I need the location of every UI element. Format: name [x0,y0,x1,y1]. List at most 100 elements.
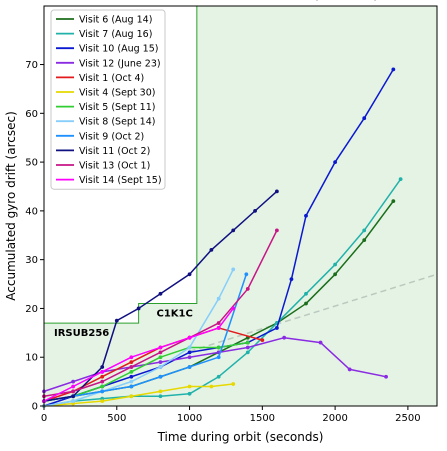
legend-label: Visit 14 (Sept 15) [79,175,162,186]
y-tick-label: 0 [32,402,38,413]
region-label-3: UVIS (full frame) [284,0,378,2]
data-point [129,369,134,374]
chart-axes: 0 500 1000 1500 2000 2500 0 10 20 30 40 50 60 70 [25,60,420,424]
data-point [231,228,236,233]
data-point [100,374,105,379]
data-point [289,277,294,282]
legend-label: Visit 10 (Aug 15) [79,44,158,55]
x-tick-label: 0 [41,413,47,424]
data-point [391,199,396,204]
data-point [158,360,163,364]
legend-label: Visit 7 (Aug 16) [79,29,152,40]
series-12 [42,306,236,404]
data-point [187,384,192,389]
legend-label: Visit 13 (Oct 1) [79,161,150,172]
data-point [100,384,105,389]
data-point [100,389,105,394]
data-point [158,350,163,355]
data-point [158,389,163,394]
data-point [158,355,163,360]
data-point [100,369,105,374]
data-point [274,326,279,330]
legend-label: Visit 1 (Oct 4) [79,73,144,84]
data-point [347,367,352,372]
data-point [187,350,192,355]
data-point [245,350,250,355]
data-point [216,374,221,379]
legend-entry-11: Visit 13 (Oct 1) [56,161,150,172]
data-point [187,335,192,340]
y-tick-label: 10 [25,353,38,364]
data-point [216,326,221,330]
data-point [318,340,323,345]
data-point [187,365,192,369]
plot-frame [43,5,438,407]
legend-label: Visit 8 (Sept 14) [79,117,155,128]
legend-label: Visit 4 (Sept 30) [79,88,155,99]
y-tick-label: 30 [25,255,38,266]
data-point [187,272,192,277]
data-point [245,345,250,350]
y-tick-label: 20 [25,304,38,315]
data-point [391,67,396,72]
data-point [71,399,76,404]
data-point [216,321,221,325]
data-point [304,213,308,218]
trend-line [189,273,438,353]
x-tick-label: 1000 [177,413,202,424]
region-label-1: IRSUB256 [54,328,109,339]
y-axis-label: Accumulated gyro drift (arcsec) [4,111,18,300]
data-point [260,338,265,343]
data-point [129,360,134,364]
data-point [187,391,192,396]
data-point [129,355,134,360]
data-point [129,394,134,399]
legend-entry-12: Visit 14 (Sept 15) [56,175,162,186]
legend-entry-1: Visit 6 (Aug 14) [56,15,152,26]
data-point [245,287,250,291]
series-line-6 [43,383,234,407]
series-line-7 [43,341,248,402]
data-point [274,189,279,194]
legend-entry-9: Visit 9 (Oct 2) [56,131,144,142]
data-point [209,384,214,389]
data-point [136,306,141,311]
data-point [129,374,134,379]
data-point [253,208,257,213]
data-point [158,374,163,379]
x-tick-label: 2000 [322,413,347,424]
data-point [129,379,134,384]
legend-label: Visit 6 (Aug 14) [79,15,152,26]
data-point [362,228,367,233]
data-point [158,365,163,369]
y-tick-label: 40 [25,206,38,217]
data-point [71,389,76,394]
legend-entry-4: Visit 12 (June 23) [56,58,161,69]
data-point [71,379,76,384]
data-point [187,355,192,360]
data-point [304,291,308,296]
data-point [282,335,287,340]
data-point [398,177,403,182]
x-axis-label: Time during orbit (seconds) [157,430,324,444]
legend-label: Visit 9 (Oct 2) [79,131,144,142]
chart-legend: Visit 6 (Aug 14) Visit 7 (Aug 16) Visit 10… [50,9,166,190]
data-point [129,384,134,389]
legend-entry-7: Visit 5 (Sept 11) [56,102,155,113]
data-point [384,374,388,379]
x-tick-label: 1500 [250,413,275,424]
y-tick-label: 70 [25,60,38,71]
chart-series [42,67,403,408]
trend-line-group [189,273,438,353]
data-point [129,365,134,369]
legend-entry-2: Visit 7 (Aug 16) [56,29,152,40]
data-point [333,272,338,277]
data-point [209,248,214,252]
data-point [362,116,367,121]
data-point [158,345,163,350]
data-point [158,394,163,399]
data-point [187,345,192,350]
data-point [100,379,105,384]
x-tick-label: 2500 [395,413,420,424]
